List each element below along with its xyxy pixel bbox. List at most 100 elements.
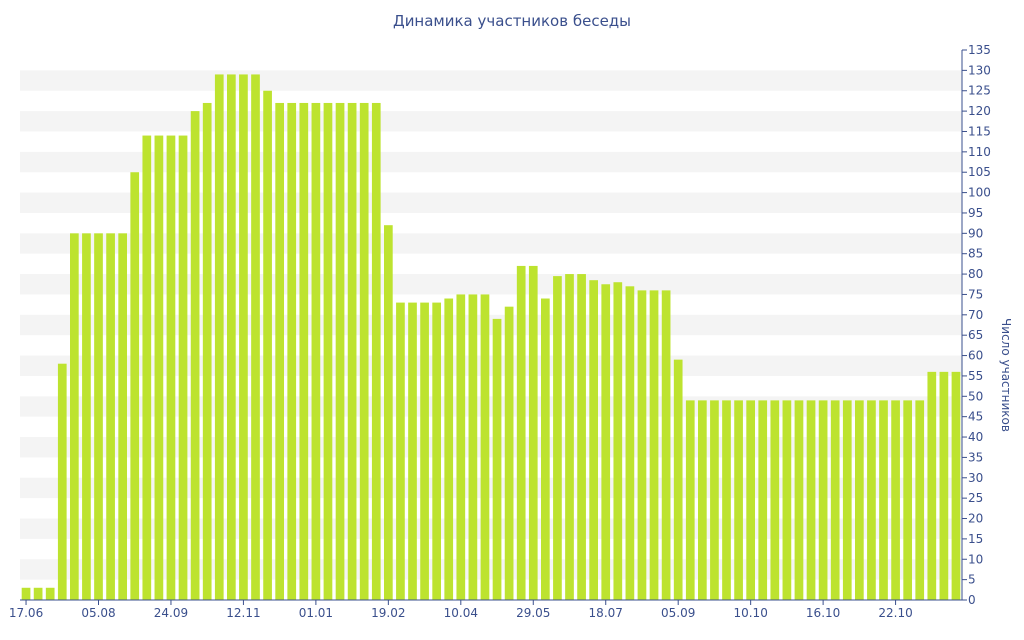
bar[interactable] [939, 371, 949, 600]
bar[interactable] [359, 102, 369, 601]
bar[interactable] [239, 74, 248, 600]
bar[interactable] [396, 302, 405, 600]
bar[interactable] [118, 233, 128, 600]
bar[interactable] [951, 371, 961, 600]
bar[interactable] [492, 318, 502, 600]
bar[interactable] [214, 74, 224, 600]
bar[interactable] [673, 359, 683, 600]
bar[interactable] [142, 135, 152, 600]
bar[interactable] [70, 233, 79, 600]
bar[interactable] [891, 400, 900, 600]
bar[interactable] [842, 400, 852, 600]
bar[interactable] [927, 371, 937, 600]
bar[interactable] [661, 290, 671, 600]
bar[interactable] [45, 587, 55, 600]
bar[interactable] [21, 587, 31, 600]
bar[interactable] [323, 102, 333, 601]
y-tick-label: 65 [968, 328, 983, 342]
bar[interactable] [299, 102, 309, 601]
bar[interactable] [710, 400, 719, 600]
bar[interactable] [335, 102, 345, 601]
y-tick-label: 0 [968, 593, 976, 607]
y-tick-label: 80 [968, 267, 983, 281]
bar[interactable] [480, 294, 490, 600]
bar[interactable] [601, 284, 611, 600]
bar[interactable] [504, 306, 514, 600]
bar[interactable] [818, 400, 828, 600]
bar[interactable] [794, 400, 804, 600]
bar[interactable] [420, 302, 429, 600]
bar[interactable] [468, 294, 478, 600]
grid-band [20, 111, 962, 132]
bar[interactable] [685, 400, 695, 600]
bar[interactable] [553, 276, 562, 600]
bar[interactable] [154, 135, 164, 600]
bar[interactable] [57, 363, 67, 600]
bar[interactable] [347, 102, 357, 601]
bar[interactable] [311, 102, 321, 601]
bar[interactable] [202, 102, 212, 601]
y-tick-label: 95 [968, 206, 983, 220]
bar[interactable] [82, 233, 91, 600]
bar[interactable] [371, 102, 381, 601]
y-tick-label: 20 [968, 512, 983, 526]
y-tick-label: 85 [968, 247, 983, 261]
bar[interactable] [867, 400, 876, 600]
x-tick-label: 10.04 [444, 606, 478, 620]
bar[interactable] [190, 111, 200, 601]
x-axis: 17.06 05.08 24.09 12.11 01.01 19.02 10.04 29.05… [9, 600, 913, 620]
bar[interactable] [130, 172, 140, 600]
bar[interactable] [577, 274, 586, 600]
bar[interactable] [178, 135, 188, 600]
bar[interactable] [806, 400, 816, 600]
y-tick-label: 105 [968, 165, 991, 179]
bar[interactable] [384, 225, 393, 600]
bar[interactable] [166, 135, 176, 600]
bar[interactable] [637, 290, 647, 600]
bar[interactable] [770, 400, 780, 600]
bar[interactable] [589, 280, 599, 600]
y-tick-label: 60 [968, 349, 983, 363]
bar[interactable] [565, 274, 574, 600]
x-tick-label: 29.05 [516, 606, 550, 620]
y-tick-label: 130 [968, 63, 991, 77]
bar[interactable] [734, 400, 743, 600]
bar[interactable] [541, 298, 550, 600]
bar[interactable] [516, 265, 526, 600]
bar[interactable] [855, 400, 864, 600]
bar[interactable] [746, 400, 756, 600]
grid-band [20, 70, 962, 91]
bar[interactable] [33, 587, 43, 600]
bar[interactable] [106, 233, 115, 600]
y-tick-label: 45 [968, 410, 983, 424]
bar[interactable] [649, 290, 659, 600]
bar[interactable] [613, 282, 623, 600]
bar[interactable] [698, 400, 707, 600]
bar[interactable] [263, 90, 272, 601]
bar[interactable] [758, 400, 768, 600]
bar[interactable] [722, 400, 731, 600]
bar[interactable] [879, 400, 888, 600]
bar[interactable] [903, 400, 913, 600]
bar[interactable] [94, 233, 103, 600]
x-tick-label: 10.10 [733, 606, 767, 620]
bar[interactable] [444, 298, 454, 600]
bar[interactable] [432, 302, 442, 600]
bar[interactable] [915, 400, 925, 600]
bar[interactable] [456, 294, 466, 600]
bar[interactable] [625, 286, 635, 600]
bar[interactable] [287, 102, 297, 601]
bar[interactable] [830, 400, 840, 600]
bar[interactable] [408, 302, 417, 600]
y-tick-label: 30 [968, 471, 983, 485]
bar[interactable] [275, 102, 285, 601]
y-tick-label: 125 [968, 84, 991, 98]
y-tick-label: 135 [968, 43, 991, 57]
y-tick-label: 50 [968, 389, 983, 403]
x-tick-label: 18.07 [589, 606, 623, 620]
bar[interactable] [227, 74, 236, 600]
bar[interactable] [528, 265, 538, 600]
bar[interactable] [782, 400, 792, 600]
bar[interactable] [251, 74, 260, 600]
